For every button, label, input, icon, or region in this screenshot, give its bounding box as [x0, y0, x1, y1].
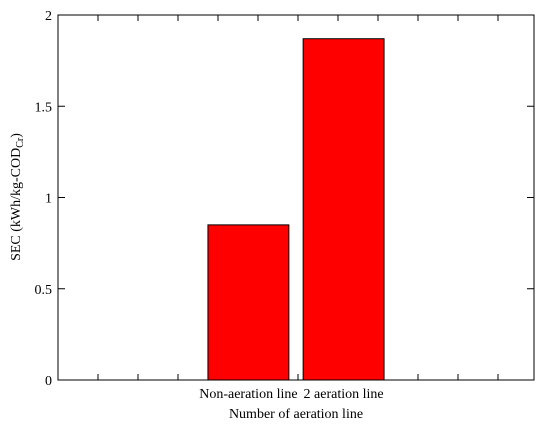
x-axis-title: Number of aeration line	[229, 407, 363, 422]
y-axis-ticks	[58, 14, 534, 381]
x-tick-label-2: 2 aeration line	[304, 387, 384, 402]
y-tick-label-5: 2	[45, 9, 52, 24]
y-tick-label-3: 1	[45, 192, 52, 207]
y-tick-label-2: 0.5	[35, 283, 53, 298]
y-axis-title-main: SEC (kWh/kg-COD	[9, 148, 24, 261]
x-axis-tick-labels: Non-aeration line 2 aeration line	[199, 387, 383, 402]
y-axis-title: SEC (kWh/kg-CODCr)	[9, 133, 26, 261]
x-tick-label-1: Non-aeration line	[199, 387, 297, 402]
y-tick-label-4: 1.5	[35, 100, 53, 115]
y-tick-label-1: 0	[45, 374, 52, 389]
y-axis-title-subscript: Cr	[15, 137, 26, 148]
plot-frame	[57, 14, 535, 381]
y-axis-title-close: )	[9, 133, 24, 138]
y-axis-tick-labels: 0 0.5 1 1.5 2	[35, 9, 53, 389]
minor-ticks	[97, 15, 499, 380]
bar-2	[302, 38, 385, 381]
bar-1	[207, 224, 290, 381]
bars	[207, 38, 385, 381]
